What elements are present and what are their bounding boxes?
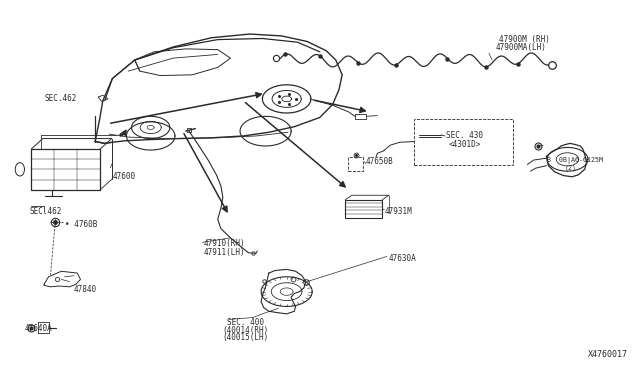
Bar <box>31 149 100 190</box>
Text: SEC.462: SEC.462 <box>44 94 76 103</box>
Text: SEC.462: SEC.462 <box>29 208 62 217</box>
Text: 47600: 47600 <box>113 172 136 181</box>
Text: 47840: 47840 <box>74 285 97 294</box>
Text: SEC. 400: SEC. 400 <box>227 318 264 327</box>
Text: 47911(LH): 47911(LH) <box>204 248 245 257</box>
Text: 47910(RH): 47910(RH) <box>204 239 245 248</box>
Text: 47640A: 47640A <box>25 324 52 333</box>
Bar <box>355 114 367 119</box>
Text: 47900MA(LH): 47900MA(LH) <box>495 43 547 52</box>
Text: X4760017: X4760017 <box>588 350 628 359</box>
Text: 47630A: 47630A <box>388 254 416 263</box>
Bar <box>414 119 513 164</box>
Text: 47931M: 47931M <box>385 208 413 217</box>
Text: <4301D>: <4301D> <box>449 140 481 149</box>
Text: (2): (2) <box>565 165 577 171</box>
Text: 47650B: 47650B <box>366 157 394 166</box>
Text: B  0B|A6-6125M: B 0B|A6-6125M <box>547 157 603 164</box>
Text: (40014(RH): (40014(RH) <box>223 326 269 335</box>
Bar <box>348 157 364 171</box>
Text: 47900M (RH): 47900M (RH) <box>499 35 549 44</box>
Text: (40015(LH): (40015(LH) <box>223 333 269 343</box>
Bar <box>346 200 382 218</box>
Text: SEC. 430: SEC. 430 <box>446 131 483 141</box>
Text: • 4760B: • 4760B <box>65 221 97 230</box>
